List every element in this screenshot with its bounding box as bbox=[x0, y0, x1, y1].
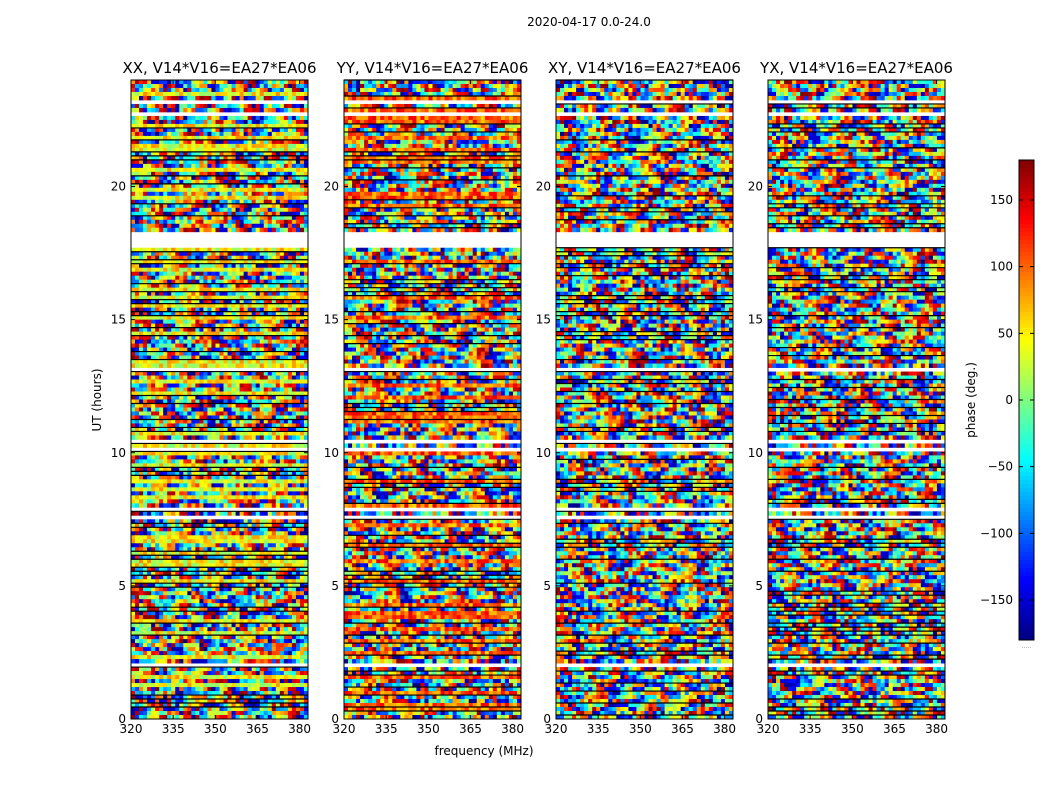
panel-frame bbox=[130, 79, 309, 720]
panels: XX, V14*V16=EA27*EA06 320 335 350 365 380 0 5 10… bbox=[111, 59, 953, 736]
x-tick-label: 350 bbox=[204, 722, 227, 736]
x-tick-label: 335 bbox=[587, 722, 610, 736]
x-tick-label: 335 bbox=[375, 722, 398, 736]
colorbar-tick-label: −150 bbox=[980, 593, 1013, 607]
x-tick-label: 380 bbox=[925, 722, 948, 736]
x-axis-label: frequency (MHz) bbox=[434, 744, 533, 758]
y-tick-label: 15 bbox=[111, 313, 126, 327]
y-tick-label: 5 bbox=[118, 579, 126, 593]
y-tick-label: 20 bbox=[536, 180, 551, 194]
panel-xy: XY, V14*V16=EA27*EA06 320 335 350 365 380 0 5 10… bbox=[536, 59, 741, 736]
colorbar: 150 100 50 0 −50 −100 −150 phase (deg.)..... bbox=[964, 159, 1035, 650]
y-tick-label: 10 bbox=[324, 446, 339, 460]
x-tick-label: 335 bbox=[799, 722, 822, 736]
colorbar-tick-label: −50 bbox=[988, 460, 1013, 474]
figure-suptitle: 2020-04-17 0.0-24.0 bbox=[527, 15, 651, 29]
panel-title: YX, V14*V16=EA27*EA06 bbox=[759, 59, 953, 77]
panel-frame bbox=[555, 79, 734, 720]
x-tick-label: 380 bbox=[713, 722, 736, 736]
phase-heatmap-xy bbox=[556, 79, 734, 720]
y-tick-label: 20 bbox=[748, 180, 763, 194]
panel-title: YY, V14*V16=EA27*EA06 bbox=[336, 59, 529, 77]
y-tick-label: 0 bbox=[331, 712, 339, 726]
x-tick-label: 320 bbox=[120, 722, 143, 736]
y-tick-label: 5 bbox=[543, 579, 551, 593]
x-tick-label: 350 bbox=[417, 722, 440, 736]
phase-heatmap-yy bbox=[344, 79, 522, 720]
colorbar-label: phase (deg.) bbox=[964, 362, 978, 438]
x-tick-label: 380 bbox=[501, 722, 524, 736]
x-tick-label: 320 bbox=[545, 722, 568, 736]
y-tick-label: 0 bbox=[118, 712, 126, 726]
y-tick-label: 10 bbox=[536, 446, 551, 460]
panel-yy: YY, V14*V16=EA27*EA06 320 335 350 365 380 0 5 10… bbox=[324, 59, 529, 736]
colorbar-footer: ..... bbox=[1022, 643, 1032, 650]
phase-heatmap-yx bbox=[768, 80, 946, 720]
panel-yx: YX, V14*V16=EA27*EA06 320 335 350 365 380 0 5 10… bbox=[748, 59, 953, 736]
x-tick-label: 350 bbox=[629, 722, 652, 736]
y-axis-label: UT (hours) bbox=[90, 368, 104, 431]
colorbar-tick-label: 50 bbox=[998, 326, 1013, 340]
x-tick-label: 365 bbox=[459, 722, 482, 736]
y-tick-label: 10 bbox=[111, 446, 126, 460]
y-tick-label: 0 bbox=[543, 712, 551, 726]
colorbar-tick-label: −100 bbox=[980, 526, 1013, 540]
panel-frame bbox=[343, 79, 522, 720]
x-tick-label: 365 bbox=[883, 722, 906, 736]
panel-xx: XX, V14*V16=EA27*EA06 320 335 350 365 380 0 5 10… bbox=[111, 59, 317, 736]
panel-title: XX, V14*V16=EA27*EA06 bbox=[122, 59, 316, 77]
x-tick-label: 335 bbox=[162, 722, 185, 736]
x-tick-label: 320 bbox=[333, 722, 356, 736]
colorbar-tick-label: 0 bbox=[1005, 393, 1013, 407]
phase-heatmap-xx bbox=[131, 80, 309, 720]
colorbar-tick-label: 100 bbox=[990, 260, 1013, 274]
x-tick-label: 380 bbox=[288, 722, 311, 736]
y-tick-label: 0 bbox=[755, 712, 763, 726]
x-tick-label: 320 bbox=[757, 722, 780, 736]
y-tick-label: 5 bbox=[331, 579, 339, 593]
y-tick-label: 20 bbox=[111, 180, 126, 194]
y-tick-label: 15 bbox=[748, 313, 763, 327]
x-tick-label: 365 bbox=[246, 722, 269, 736]
colorbar-tick-label: 150 bbox=[990, 193, 1013, 207]
colorbar-gradient bbox=[1019, 160, 1034, 641]
x-tick-label: 365 bbox=[671, 722, 694, 736]
x-tick-label: 350 bbox=[841, 722, 864, 736]
y-tick-label: 5 bbox=[755, 579, 763, 593]
y-tick-label: 20 bbox=[324, 180, 339, 194]
y-tick-label: 10 bbox=[748, 446, 763, 460]
panel-frame bbox=[767, 79, 946, 720]
y-tick-label: 15 bbox=[536, 313, 551, 327]
panel-title: XY, V14*V16=EA27*EA06 bbox=[548, 59, 741, 77]
y-tick-label: 15 bbox=[324, 313, 339, 327]
